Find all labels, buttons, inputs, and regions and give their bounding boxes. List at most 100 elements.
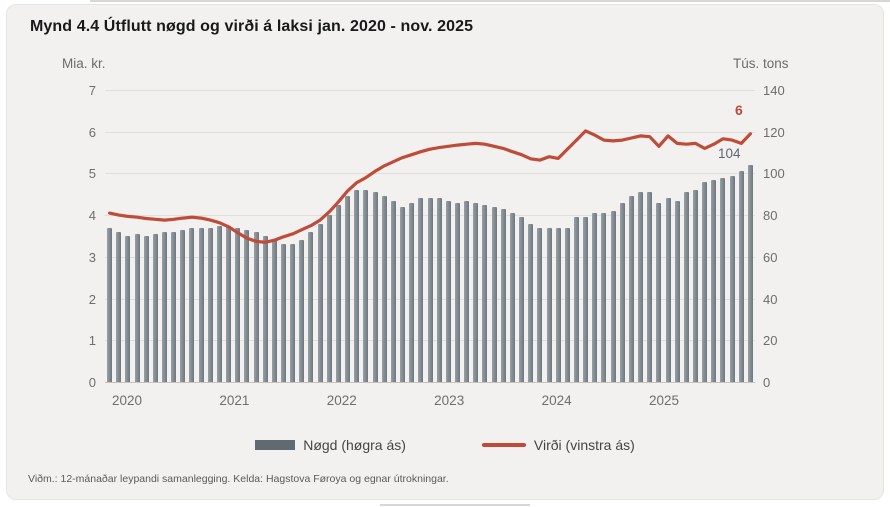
bar-end-label: 104 bbox=[718, 146, 741, 161]
bar-month-43 bbox=[500, 208, 506, 382]
line-swatch-icon bbox=[481, 443, 526, 447]
left-tick-1: 1 bbox=[88, 333, 96, 349]
bar-month-1 bbox=[116, 231, 122, 382]
bar-month-57 bbox=[628, 196, 634, 382]
bar-month-11 bbox=[207, 227, 213, 382]
screen-edge-artifact-top bbox=[90, 0, 890, 2]
bar-month-67 bbox=[720, 177, 726, 382]
bar-month-10 bbox=[198, 227, 204, 382]
x-label-2023: 2023 bbox=[434, 393, 465, 408]
left-tick-6: 6 bbox=[88, 124, 96, 140]
value-line-path bbox=[107, 129, 753, 244]
bar-month-34 bbox=[418, 198, 424, 382]
gridline-5 bbox=[105, 173, 755, 175]
bar-month-5 bbox=[152, 233, 158, 382]
x-label-2024: 2024 bbox=[541, 393, 572, 408]
plot-area: 0 1 2 3 4 5 6 7 0 20 40 60 80 100 120 140 2020 2021 2022… bbox=[89, 84, 785, 408]
left-tick-7: 7 bbox=[88, 83, 96, 98]
value-line-series bbox=[107, 129, 753, 244]
bar-month-12 bbox=[216, 225, 222, 382]
bar-month-69 bbox=[738, 171, 744, 382]
left-tick-3: 3 bbox=[88, 249, 96, 265]
x-label-2020: 2020 bbox=[111, 393, 143, 408]
bar-month-15 bbox=[244, 229, 250, 382]
bar-month-53 bbox=[592, 213, 598, 382]
bar-month-6 bbox=[162, 231, 167, 382]
left-tick-2: 2 bbox=[88, 291, 96, 307]
bar-month-14 bbox=[235, 227, 241, 382]
bar-month-61 bbox=[665, 198, 671, 382]
bar-swatch-icon bbox=[255, 440, 296, 450]
bar-month-30 bbox=[381, 196, 387, 382]
bar-month-49 bbox=[555, 227, 561, 382]
legend-item-value: Virði (vinstra ás) bbox=[481, 437, 635, 453]
right-tick-40: 40 bbox=[763, 291, 778, 307]
bar-month-35 bbox=[427, 198, 433, 382]
gridline-7 bbox=[105, 90, 755, 91]
x-label-2022: 2022 bbox=[326, 393, 357, 408]
bar-month-0 bbox=[107, 227, 113, 382]
legend: Nøgd (høgra ás) Virði (vinstra ás) bbox=[0, 437, 890, 453]
bar-month-26 bbox=[345, 196, 351, 382]
bar-month-9 bbox=[189, 227, 195, 382]
bar-month-2 bbox=[125, 236, 131, 382]
bar-month-52 bbox=[583, 217, 589, 382]
bar-month-22 bbox=[308, 231, 314, 382]
bar-month-23 bbox=[317, 223, 323, 382]
bar-month-21 bbox=[299, 240, 305, 382]
bar-month-27 bbox=[354, 190, 360, 382]
bar-month-18 bbox=[271, 240, 277, 382]
bar-month-68 bbox=[729, 175, 735, 382]
bar-month-65 bbox=[702, 181, 708, 382]
screen-edge-artifact-bottom bbox=[380, 504, 530, 506]
x-label-2021: 2021 bbox=[219, 393, 250, 408]
bar-month-19 bbox=[281, 244, 287, 382]
bar-month-62 bbox=[674, 200, 680, 382]
bar-month-28 bbox=[363, 190, 369, 382]
left-axis-title: Mia. kr. bbox=[62, 56, 106, 71]
x-label-2025: 2025 bbox=[648, 393, 680, 408]
right-tick-20: 20 bbox=[763, 333, 778, 349]
bar-month-60 bbox=[656, 202, 662, 382]
gridline-6 bbox=[105, 131, 755, 133]
bar-month-4 bbox=[143, 236, 149, 382]
right-tick-80: 80 bbox=[763, 208, 778, 224]
bar-month-47 bbox=[537, 227, 543, 382]
chart-card bbox=[6, 4, 884, 500]
bar-month-70 bbox=[747, 165, 753, 382]
bar-month-24 bbox=[326, 215, 332, 382]
bar-month-39 bbox=[464, 200, 470, 382]
bar-month-20 bbox=[290, 244, 296, 382]
left-tick-0: 0 bbox=[88, 375, 96, 390]
bar-month-17 bbox=[262, 236, 268, 382]
gridline-0 bbox=[105, 382, 755, 383]
bar-month-13 bbox=[226, 225, 232, 382]
bar-legend-label: Nøgd (høgra ás) bbox=[303, 437, 406, 453]
bar-month-42 bbox=[491, 206, 497, 382]
line-end-label: 6 bbox=[735, 102, 743, 118]
bar-month-16 bbox=[253, 231, 259, 382]
bar-month-40 bbox=[473, 202, 479, 382]
bar-month-46 bbox=[528, 223, 534, 382]
line-legend-label: Virði (vinstra ás) bbox=[533, 437, 635, 453]
bar-month-64 bbox=[692, 190, 698, 382]
left-tick-5: 5 bbox=[88, 166, 96, 182]
bar-month-33 bbox=[409, 202, 415, 382]
bar-month-45 bbox=[519, 217, 525, 382]
bar-month-36 bbox=[436, 198, 442, 382]
bar-month-37 bbox=[445, 200, 451, 382]
bar-month-54 bbox=[601, 213, 607, 382]
bar-month-7 bbox=[171, 231, 177, 382]
chart-title: Mynd 4.4 Útflutt nøgd og virði á laksi j… bbox=[30, 18, 474, 35]
bar-month-58 bbox=[638, 192, 644, 382]
bar-month-50 bbox=[564, 227, 570, 382]
bar-month-31 bbox=[390, 200, 396, 382]
bar-month-41 bbox=[482, 204, 488, 382]
bar-month-25 bbox=[335, 204, 341, 382]
right-tick-120: 120 bbox=[763, 124, 785, 140]
bar-month-59 bbox=[647, 192, 653, 382]
legend-item-quantity: Nøgd (høgra ás) bbox=[255, 437, 406, 453]
bar-month-66 bbox=[711, 179, 717, 382]
right-axis-title: Tús. tons bbox=[733, 56, 789, 71]
bar-month-32 bbox=[400, 206, 406, 382]
